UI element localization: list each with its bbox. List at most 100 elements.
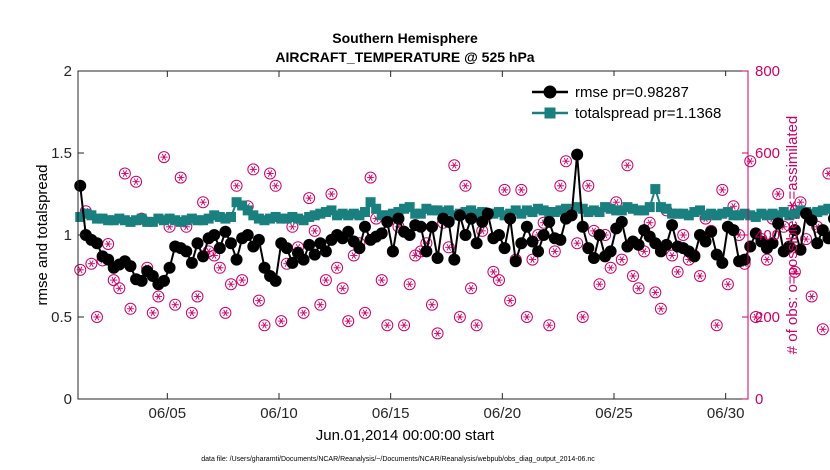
obs-possible-point [185,306,198,319]
obs-possible-point [559,155,572,168]
obs-assimilated-point [327,190,336,198]
totalspread-point [320,207,331,218]
totalspread-point [192,215,203,226]
obs-assimilated-point [562,157,570,165]
totalspread-point [521,205,532,216]
totalspread-point [767,208,778,219]
y-tick-label: 0.5 [51,309,72,326]
obs-assimilated-point [802,235,810,243]
obs-assimilated-point [495,276,503,284]
obs-assimilated-point [679,231,687,239]
totalspread-point [114,213,125,224]
rmse-point [219,225,232,238]
rmse-point [492,229,505,241]
totalspread-point [253,213,264,224]
legend-spread-label: totalspread pr=1.1368 [575,105,721,122]
rmse-point [604,245,617,258]
totalspread-point [689,207,700,218]
obs-assimilated-point [255,297,263,304]
obs-assimilated-point [110,276,118,284]
totalspread-point [616,205,627,216]
obs-possible-point [487,265,500,278]
obs-assimilated-point [221,309,229,317]
obs-assimilated-point [333,264,341,272]
obs-possible-point [247,163,260,176]
obs-possible-point [448,159,461,172]
obs-assimilated-point [126,305,135,313]
obs-possible-point [822,167,830,180]
obs-assimilated-point [696,272,704,280]
obs-assimilated-point [266,170,274,177]
totalspread-point [627,203,638,214]
totalspread-point [164,213,175,224]
totalspread-point [560,203,571,214]
totalspread-point [817,205,828,216]
rmse-point [157,274,170,287]
totalspread-point [181,215,192,226]
totalspread-point [572,202,583,213]
totalspread-point [706,208,717,219]
totalspread-point [683,210,694,221]
totalspread-point [605,203,616,214]
obs-possible-point [459,179,472,192]
obs-assimilated-point [450,161,458,169]
rmse-point [74,179,87,192]
y-tick-right-label: 200 [755,309,780,326]
rmse-point [565,209,578,222]
totalspread-point [823,203,830,214]
totalspread-point [125,216,136,227]
rmse-point [660,238,673,251]
obs-assimilated-point [713,321,721,329]
obs-possible-point [124,302,137,315]
totalspread-point [309,210,320,221]
rmse-point [358,220,371,233]
rmse-point [448,253,461,266]
obs-possible-point [526,253,539,266]
obs-possible-point [788,265,801,278]
totalspread-point [348,208,359,219]
obs-possible-point [504,294,517,307]
obs-possible-point [654,302,667,315]
rmse-point [431,251,444,264]
obs-assimilated-point [445,243,453,251]
obs-possible-point [152,290,165,303]
totalspread-point [728,210,739,221]
totalspread-point [577,203,588,214]
obs-possible-point [554,179,567,192]
obs-possible-point [130,175,143,188]
totalspread-point [789,208,800,219]
totalspread-point [91,213,102,224]
obs-possible-point [626,270,639,282]
x-tick-label: 06/25 [595,405,633,422]
totalspread-point [365,197,376,208]
obs-possible-point [381,319,394,332]
totalspread-point [214,211,225,222]
obs-assimilated-point [500,186,509,194]
obs-possible-point [107,274,120,287]
totalspread-point [86,210,97,221]
totalspread-point [583,207,594,218]
totalspread-point [410,208,421,219]
obs-possible-point [275,315,288,328]
rmse-point [185,256,198,269]
obs-assimilated-point [517,186,525,194]
totalspread-point [678,208,689,219]
obs-assimilated-point [121,170,129,177]
totalspread-point [259,215,270,226]
totalspread-point [393,207,404,218]
totalspread-point [343,210,354,221]
obs-assimilated-point [629,272,637,280]
obs-assimilated-point [115,284,123,292]
rmse-point [532,245,545,258]
obs-possible-point [749,311,762,323]
legend-box [528,76,744,126]
obs-possible-point [576,311,589,323]
totalspread-point [745,210,756,221]
obs-possible-point [375,274,388,287]
rmse-point [425,220,438,233]
totalspread-point [186,213,197,224]
totalspread-point [175,216,186,227]
obs-possible-point [716,183,729,196]
obs-possible-point [677,229,690,241]
